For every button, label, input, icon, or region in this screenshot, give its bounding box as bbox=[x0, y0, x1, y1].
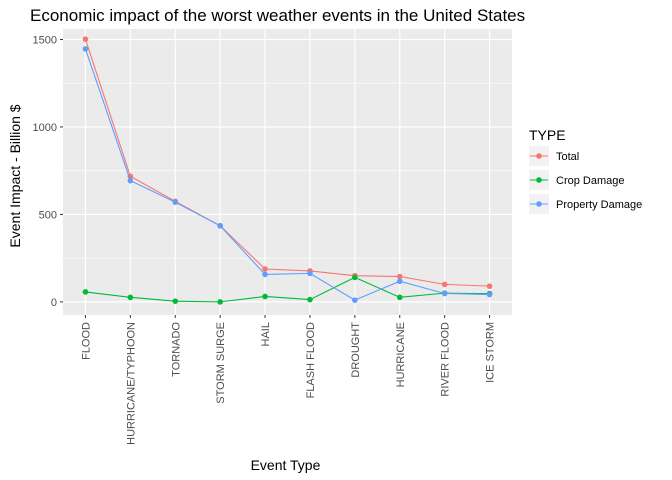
legend-title: TYPE bbox=[529, 127, 566, 143]
x-tick-label: HURRICANE/TYPHOON bbox=[125, 322, 137, 445]
data-point-property-damage bbox=[172, 199, 179, 205]
x-tick-label: FLOOD bbox=[80, 322, 92, 360]
legend-label-total: Total bbox=[556, 151, 579, 163]
x-axis-ticks: FLOOD HURRICANE/TYPHOON TORNADO STORM SURGE… bbox=[80, 315, 497, 445]
y-tick-label: 1500 bbox=[33, 34, 57, 46]
x-axis-title: Event Type bbox=[251, 457, 321, 473]
data-point-crop-damage bbox=[172, 298, 179, 304]
x-tick-label: TORNADO bbox=[170, 322, 182, 377]
y-axis-title: Event Impact - Billion $ bbox=[7, 104, 23, 247]
data-point-total bbox=[82, 36, 89, 42]
data-point-crop-damage bbox=[396, 294, 403, 301]
legend-label-property-damage: Property Damage bbox=[556, 199, 642, 211]
data-point-property-damage bbox=[127, 177, 134, 184]
data-point-property-damage bbox=[82, 46, 89, 52]
data-point-property-damage bbox=[262, 271, 268, 278]
grid-lines bbox=[63, 29, 512, 315]
data-point-crop-damage bbox=[352, 274, 358, 281]
x-tick-label: HAIL bbox=[260, 322, 272, 346]
data-point-crop-damage bbox=[262, 293, 268, 300]
series-layer bbox=[82, 36, 493, 305]
series-line-crop-damage bbox=[85, 276, 490, 303]
data-point-total bbox=[396, 273, 403, 280]
data-point-property-damage bbox=[396, 278, 403, 285]
legend-key-point-property-damage bbox=[536, 201, 542, 207]
x-tick-label: STORM SURGE bbox=[215, 322, 227, 404]
data-point-property-damage bbox=[217, 222, 223, 229]
legend-key-point-crop-damage bbox=[536, 177, 542, 183]
x-tick-label: FLASH FLOOD bbox=[305, 322, 317, 398]
data-point-crop-damage bbox=[127, 294, 134, 301]
data-point-property-damage bbox=[486, 291, 493, 298]
legend: TYPE Total Crop Damage Property Damage bbox=[529, 127, 642, 214]
x-tick-label: ICE STORM bbox=[485, 322, 497, 383]
data-point-property-damage bbox=[352, 297, 358, 303]
data-point-total bbox=[262, 266, 268, 272]
x-tick-label: DROUGHT bbox=[350, 322, 362, 378]
series-line-total bbox=[84, 38, 490, 287]
x-tick-label: RIVER FLOOD bbox=[440, 322, 452, 397]
data-point-total bbox=[486, 283, 493, 289]
y-axis-ticks: 0 500 1000 1500 bbox=[33, 34, 63, 309]
data-point-crop-damage bbox=[307, 296, 313, 303]
chart-title: Economic impact of the worst weather eve… bbox=[30, 6, 525, 25]
x-tick-label: HURRICANE bbox=[395, 322, 407, 387]
data-point-total bbox=[441, 281, 448, 288]
data-point-crop-damage bbox=[82, 289, 89, 295]
data-point-property-damage bbox=[307, 270, 313, 277]
series-line-property-damage bbox=[84, 48, 490, 301]
y-tick-label: 0 bbox=[51, 297, 57, 309]
y-tick-label: 500 bbox=[39, 209, 57, 221]
legend-key-point-total bbox=[536, 153, 542, 159]
data-point-crop-damage bbox=[217, 299, 223, 305]
plot-panel bbox=[63, 29, 512, 315]
y-tick-label: 1000 bbox=[33, 122, 57, 134]
legend-label-crop-damage: Crop Damage bbox=[556, 175, 624, 187]
data-point-property-damage bbox=[441, 290, 448, 297]
